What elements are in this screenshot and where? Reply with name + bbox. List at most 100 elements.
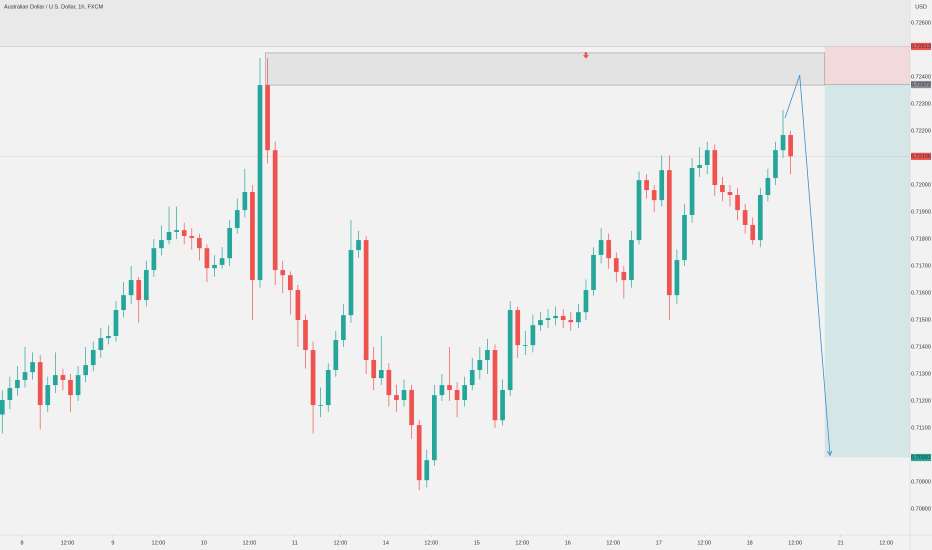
chart-title: Australian Dollar / U.S. Dollar, 1h, FXC… <box>4 4 103 10</box>
candle-body <box>651 190 657 201</box>
candle-body <box>500 389 505 421</box>
candle-body <box>674 260 680 296</box>
candle-body <box>83 365 89 376</box>
x-tick-label: 12:00 <box>152 540 166 546</box>
candle-body <box>333 340 339 370</box>
candle-body <box>492 350 498 421</box>
candle-body <box>371 359 377 379</box>
candle-body <box>765 177 771 195</box>
candle-body <box>265 85 270 151</box>
candle-body <box>295 290 301 321</box>
x-tick-label: 12:00 <box>61 540 75 546</box>
candle-body <box>477 359 483 370</box>
sell-marker <box>582 52 589 59</box>
candle-body <box>583 290 589 313</box>
candle-body <box>22 372 28 380</box>
candle-body <box>318 405 323 406</box>
stop-badge <box>911 42 931 51</box>
x-tick-label: 12:00 <box>697 540 711 546</box>
candle-body <box>568 320 574 323</box>
y-tick-label: 0.71800 <box>911 236 931 242</box>
candle-body <box>136 280 142 301</box>
target-label: 0.70991 <box>911 455 931 461</box>
candle-body <box>378 369 384 379</box>
candle-body <box>348 250 354 316</box>
entry-badge <box>911 80 931 89</box>
candle-body <box>485 350 490 360</box>
candle-body <box>591 254 596 291</box>
candle-body <box>159 240 164 249</box>
projection-line <box>784 74 831 456</box>
candle-body <box>166 231 172 241</box>
target-zone <box>824 84 910 458</box>
y-tick-label: 0.71900 <box>911 209 931 215</box>
candle-body <box>189 236 195 238</box>
stop-label: 0.72513 <box>911 44 931 50</box>
candle-body <box>522 345 528 346</box>
candle-body <box>52 375 58 386</box>
y-tick-label: 0.71500 <box>911 317 931 323</box>
zones <box>0 46 910 458</box>
x-tick-label: 16 <box>565 540 571 546</box>
y-tick-label: 0.72300 <box>911 101 931 107</box>
candle-body <box>780 135 786 151</box>
candle-body <box>234 210 240 228</box>
x-tick-label: 12:00 <box>333 540 347 546</box>
candle-body <box>219 258 225 265</box>
candle-body <box>735 194 740 211</box>
x-tick-label: 14 <box>383 540 389 546</box>
candle-body <box>530 325 536 346</box>
candle-body <box>727 192 733 195</box>
candle-body <box>68 379 73 396</box>
y-tick-label: 0.72000 <box>911 182 931 188</box>
candle-body <box>363 240 369 360</box>
candle-body <box>128 280 134 296</box>
candle-body <box>250 192 255 281</box>
x-tick-label: 12:00 <box>788 540 802 546</box>
axes: 0.70800 0.70900 0.71100 0.71200 0.71300 0.714… <box>20 20 931 546</box>
candle-body <box>439 385 445 396</box>
candle-body <box>310 350 316 406</box>
y-tick-label: 0.71400 <box>911 344 931 350</box>
x-tick-label: 9 <box>111 540 114 546</box>
candle-body <box>0 399 5 415</box>
candle-body <box>773 150 778 178</box>
y-tick-label: 0.72600 <box>911 20 931 26</box>
candle-body <box>598 240 604 255</box>
x-tick-label: 18 <box>747 540 753 546</box>
y-tick-label: 0.71100 <box>911 426 930 432</box>
candle-body <box>121 295 126 311</box>
x-tick-label: 12:00 <box>424 540 438 546</box>
candle-body <box>689 167 695 215</box>
candle-body <box>629 240 634 281</box>
candle-body <box>424 460 430 481</box>
x-tick-label: 17 <box>656 540 662 546</box>
candle-body <box>60 375 66 380</box>
candle-body <box>469 369 475 386</box>
x-tick-label: 8 <box>20 540 23 546</box>
candle-body <box>757 194 763 241</box>
candle-body <box>712 150 718 185</box>
x-tick-label: 12:00 <box>879 540 893 546</box>
candle-body <box>697 165 702 168</box>
last-price-label: 0.72106 <box>911 154 931 160</box>
candle-body <box>606 240 612 259</box>
candle-body <box>416 425 422 481</box>
x-tick-label: 12:00 <box>515 540 529 546</box>
candle-body <box>553 315 558 319</box>
candle-body <box>666 170 672 296</box>
y-tick-label: 0.72400 <box>911 74 931 80</box>
x-tick-label: 12:00 <box>243 540 257 546</box>
candle-body <box>45 385 51 406</box>
candle-body <box>75 375 81 396</box>
candle-body <box>401 389 407 400</box>
candle-body <box>212 264 217 269</box>
candle-body <box>454 389 460 400</box>
candle-body <box>704 150 710 166</box>
candle-body <box>98 338 104 351</box>
candles <box>0 58 793 491</box>
candle-body <box>356 240 361 251</box>
x-tick-label: 10 <box>201 540 207 546</box>
last-price-badge <box>911 152 931 160</box>
